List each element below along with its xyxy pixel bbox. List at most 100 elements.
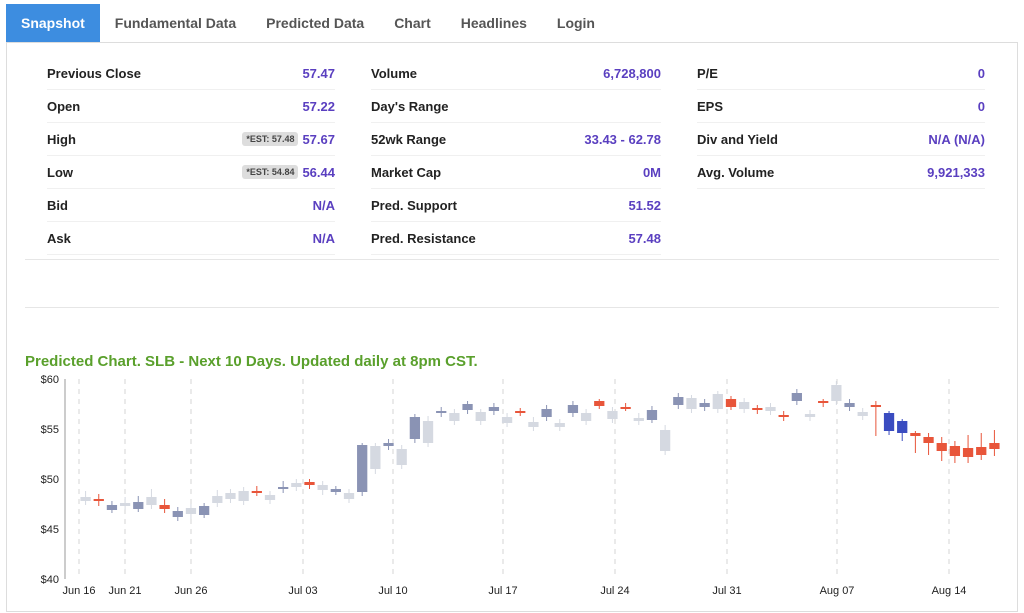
candle-body	[225, 493, 236, 499]
tab-bar: Snapshot Fundamental Data Predicted Data…	[6, 4, 610, 42]
y-tick-label: $40	[41, 574, 59, 586]
candle-body	[185, 508, 197, 514]
y-tick-label: $60	[41, 374, 59, 386]
candle-body	[936, 443, 947, 451]
candle	[159, 499, 170, 513]
candle	[396, 445, 407, 469]
candle	[330, 486, 341, 495]
candle	[106, 501, 118, 513]
candle	[699, 399, 710, 411]
stat-row: Previous Close 57.47	[47, 57, 335, 90]
candle	[119, 497, 131, 510]
candle-body	[291, 483, 302, 487]
candle-body	[659, 430, 671, 451]
stat-value: 51.52	[628, 197, 661, 213]
stat-row: Ask N/A	[47, 222, 335, 255]
predicted-chart-title: Predicted Chart. SLB - Next 10 Days. Upd…	[25, 353, 478, 370]
candlestick-chart: $60 $55 $50 $45 $40 Jun 16 Jun 21 Jun 26 Jul 03…	[41, 374, 1000, 597]
candle	[857, 408, 868, 420]
candle-body	[159, 505, 170, 509]
stat-label: Previous Close	[47, 65, 141, 81]
stat-value: 0	[977, 98, 985, 114]
candle	[449, 409, 460, 425]
candle	[620, 403, 631, 411]
candle-body	[343, 493, 355, 499]
candle-body	[278, 487, 289, 489]
tab-snapshot[interactable]: Snapshot	[6, 4, 100, 42]
candle-body	[620, 407, 631, 409]
candle-body	[370, 446, 381, 469]
stat-value: 57.48	[628, 230, 661, 246]
candle	[172, 507, 183, 521]
candle-body	[488, 407, 500, 411]
stat-row: Volume 6,728,800	[371, 57, 661, 90]
tab-headlines[interactable]: Headlines	[460, 15, 527, 31]
candle-body	[146, 497, 157, 505]
candle	[686, 395, 697, 413]
candle	[739, 398, 750, 413]
stat-value: 56.44	[302, 164, 335, 180]
candle-body	[725, 399, 737, 407]
candle	[989, 430, 1000, 456]
candle	[831, 381, 842, 405]
candle-body	[883, 413, 895, 431]
tab-predicted-data[interactable]: Predicted Data	[266, 15, 365, 31]
stat-row: Avg. Volume 9,921,333	[697, 156, 985, 189]
candle	[673, 393, 684, 409]
candle	[870, 401, 882, 436]
candle	[567, 401, 579, 417]
candle	[251, 486, 262, 496]
candle	[541, 405, 552, 421]
candle-body	[515, 411, 526, 413]
candle	[646, 406, 658, 423]
y-tick-label: $50	[41, 474, 59, 486]
candle	[370, 443, 381, 474]
candle-body	[804, 414, 816, 417]
candle	[133, 496, 144, 512]
candle-body	[857, 412, 868, 416]
y-tick-label: $45	[41, 524, 59, 536]
candle	[976, 433, 987, 460]
candle-body	[304, 482, 315, 485]
candle-body	[396, 449, 407, 465]
candle	[910, 431, 921, 453]
stat-row: High *EST: 57.48 57.67	[47, 123, 335, 156]
candle-body	[119, 503, 131, 506]
candle	[607, 407, 618, 423]
candle	[80, 491, 91, 505]
candle-body	[844, 403, 855, 407]
candle	[594, 399, 605, 409]
stat-row: Bid N/A	[47, 189, 335, 222]
candle	[936, 437, 947, 461]
candle-body	[383, 443, 394, 446]
candle-body	[870, 405, 882, 407]
candle-body	[752, 408, 763, 410]
candle	[962, 435, 974, 463]
tab-fundamental-data[interactable]: Fundamental Data	[114, 15, 237, 31]
stat-row: P/E 0	[697, 57, 985, 90]
candle-body	[541, 409, 552, 417]
stat-value: 57.22	[302, 98, 335, 114]
candle	[501, 413, 513, 427]
candle	[462, 401, 473, 414]
stat-value: 9,921,333	[927, 164, 985, 180]
stat-row: 52wk Range 33.43 - 62.78	[371, 123, 661, 156]
stat-value: N/A	[312, 230, 335, 246]
candle	[146, 489, 157, 509]
candle-body	[357, 445, 368, 492]
candle-body	[528, 422, 539, 427]
estimate-badge: *EST: 57.48	[242, 132, 299, 146]
candle-body	[133, 502, 144, 509]
tab-chart[interactable]: Chart	[394, 15, 431, 31]
candle	[725, 396, 737, 410]
tab-login[interactable]: Login	[556, 15, 595, 31]
candle-body	[238, 491, 249, 501]
candle-body	[607, 411, 618, 419]
candle	[357, 443, 368, 496]
candle	[488, 403, 500, 415]
candle-body	[462, 404, 473, 410]
candle-body	[712, 394, 723, 409]
quote-column-2: Volume 6,728,800 Day's Range 52wk Range 33…	[371, 57, 661, 255]
candle	[278, 481, 289, 493]
candle-body	[989, 443, 1000, 449]
